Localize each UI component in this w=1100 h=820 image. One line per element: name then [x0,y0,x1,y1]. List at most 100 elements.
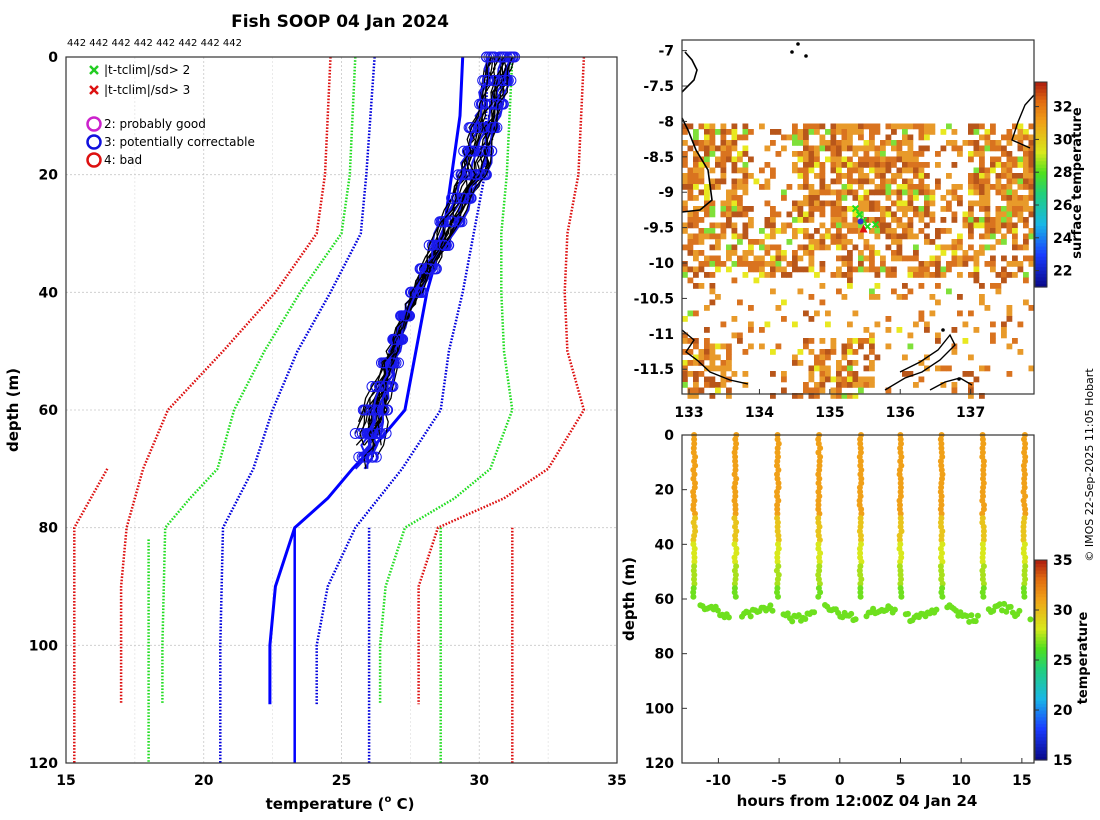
sst-cell [1007,223,1013,229]
sst-cell [919,124,925,130]
sst-cell [891,146,897,152]
sst-cell [902,190,908,196]
sst-cell [765,234,771,240]
section-tow-point [748,613,754,619]
sst-cell [726,256,732,262]
sst-cell [957,195,963,201]
sst-cell [831,212,837,218]
sst-cell [858,344,864,350]
sst-cell [935,151,941,157]
sst-cell [737,338,743,344]
sst-cell [836,146,842,152]
sst-cell [737,157,743,163]
sst-cell [853,129,859,135]
sst-cell [974,179,980,185]
sst-cell [979,201,985,207]
sst-cell [908,333,914,339]
map-colorbar: 222426283032 [1035,82,1073,288]
sst-cell [688,212,694,218]
sst-cell [985,184,991,190]
sst-cell [952,195,958,201]
sst-cell [693,256,699,262]
sst-cell [765,322,771,328]
section-colorbar-tick-label: 35 [1053,553,1072,569]
sst-cell [682,162,688,168]
sst-cell [721,140,727,146]
sst-cell [737,261,743,267]
sst-cell [814,162,820,168]
sst-cell [847,179,853,185]
sst-cell [770,212,776,218]
sst-cell [864,190,870,196]
sst-cell [704,256,710,262]
sst-cell [820,371,826,377]
sst-cell [792,124,798,130]
sst-cell [688,179,694,185]
sst-cell [803,151,809,157]
sst-cell [853,195,859,201]
sst-cell [776,256,782,262]
sst-cell [869,294,875,300]
sst-cell [1023,157,1029,163]
section-ytick-label: 120 [645,756,674,772]
section-colorbar-swatch [1035,717,1047,721]
sst-cell [688,173,694,179]
sst-cell [924,261,930,267]
sst-cell [924,267,930,273]
sst-cell [853,267,859,273]
sst-cell [864,256,870,262]
sst-cell [836,228,842,234]
sst-cell [803,179,809,185]
sst-cell [886,184,892,190]
sst-cell [704,305,710,311]
sst-cell [1023,272,1029,278]
sst-cell [864,338,870,344]
sst-cell [715,256,721,262]
sst-cell [682,366,688,372]
sst-cell [726,360,732,366]
sst-cell [825,190,831,196]
sst-cell [963,250,969,256]
legend-label: |t-tclim|/sd> 2 [104,63,190,77]
sst-cell [974,278,980,284]
sst-cell [985,261,991,267]
sst-cell [924,173,930,179]
sst-cell [869,366,875,372]
legend-label: 2: probably good [104,117,206,131]
profile-xlabel: temperature (o C) [266,794,415,813]
sst-cell [979,234,985,240]
sst-cell [721,201,727,207]
sst-cell [853,228,859,234]
sst-cell [847,272,853,278]
sst-cell [798,256,804,262]
sst-cell [875,234,881,240]
sst-cell [798,212,804,218]
sst-cell [732,146,738,152]
sst-cell [726,129,732,135]
sst-cell [693,267,699,273]
sst-cell [776,250,782,256]
sst-cell [721,146,727,152]
sst-cell [710,212,716,218]
sst-cell [798,157,804,163]
sst-cell [913,124,919,130]
sst-cell [825,129,831,135]
sst-cell [847,140,853,146]
sst-cell [1007,305,1013,311]
sst-cell [693,162,699,168]
sst-cell [897,157,903,163]
sst-cell [798,349,804,355]
sst-cell [781,267,787,273]
sst-cell [803,140,809,146]
sst-cell [902,371,908,377]
map-ytick-label: -8.5 [643,150,674,166]
sst-cell [864,124,870,130]
sst-cell [952,184,958,190]
sst-cell [704,377,710,383]
sst-cell [968,272,974,278]
sst-cell [693,377,699,383]
map-colorbar-swatch [1035,174,1047,178]
map-ytick-label: -10 [649,256,675,272]
sst-cell [853,360,859,366]
sst-cell [776,305,782,311]
